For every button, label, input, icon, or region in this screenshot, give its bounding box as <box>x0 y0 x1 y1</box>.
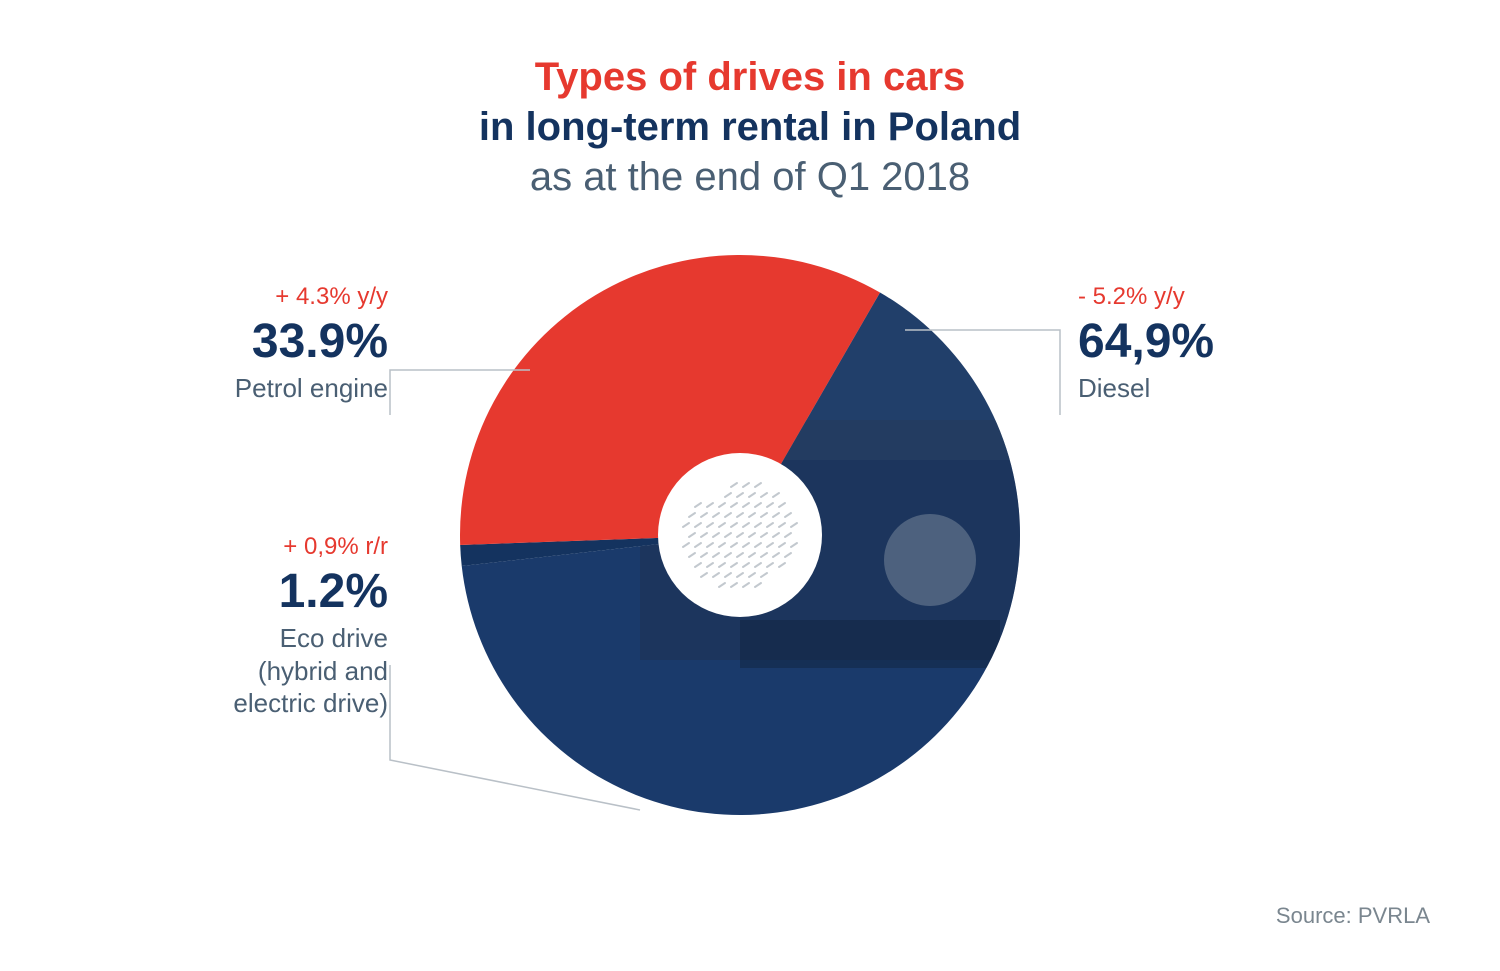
diesel-yoy: - 5.2% y/y <box>1078 282 1214 312</box>
callout-diesel: - 5.2% y/y 64,9% Diesel <box>1078 282 1214 405</box>
petrol-pct: 33.9% <box>208 312 388 372</box>
eco-yoy: + 0,9% r/r <box>208 532 388 562</box>
petrol-yoy: + 4.3% y/y <box>208 282 388 312</box>
eco-label2: (hybrid and <box>208 655 388 688</box>
eco-label3: electric drive) <box>208 687 388 720</box>
eco-pct: 1.2% <box>208 562 388 622</box>
diesel-pct: 64,9% <box>1078 312 1214 372</box>
callout-petrol: + 4.3% y/y 33.9% Petrol engine <box>208 282 388 405</box>
petrol-label: Petrol engine <box>208 372 388 405</box>
diesel-label: Diesel <box>1078 372 1214 405</box>
donut-chart <box>0 0 1500 971</box>
eco-label1: Eco drive <box>208 622 388 655</box>
callout-eco: + 0,9% r/r 1.2% Eco drive (hybrid and el… <box>208 532 388 720</box>
source-text: Source: PVRLA <box>1276 903 1430 929</box>
